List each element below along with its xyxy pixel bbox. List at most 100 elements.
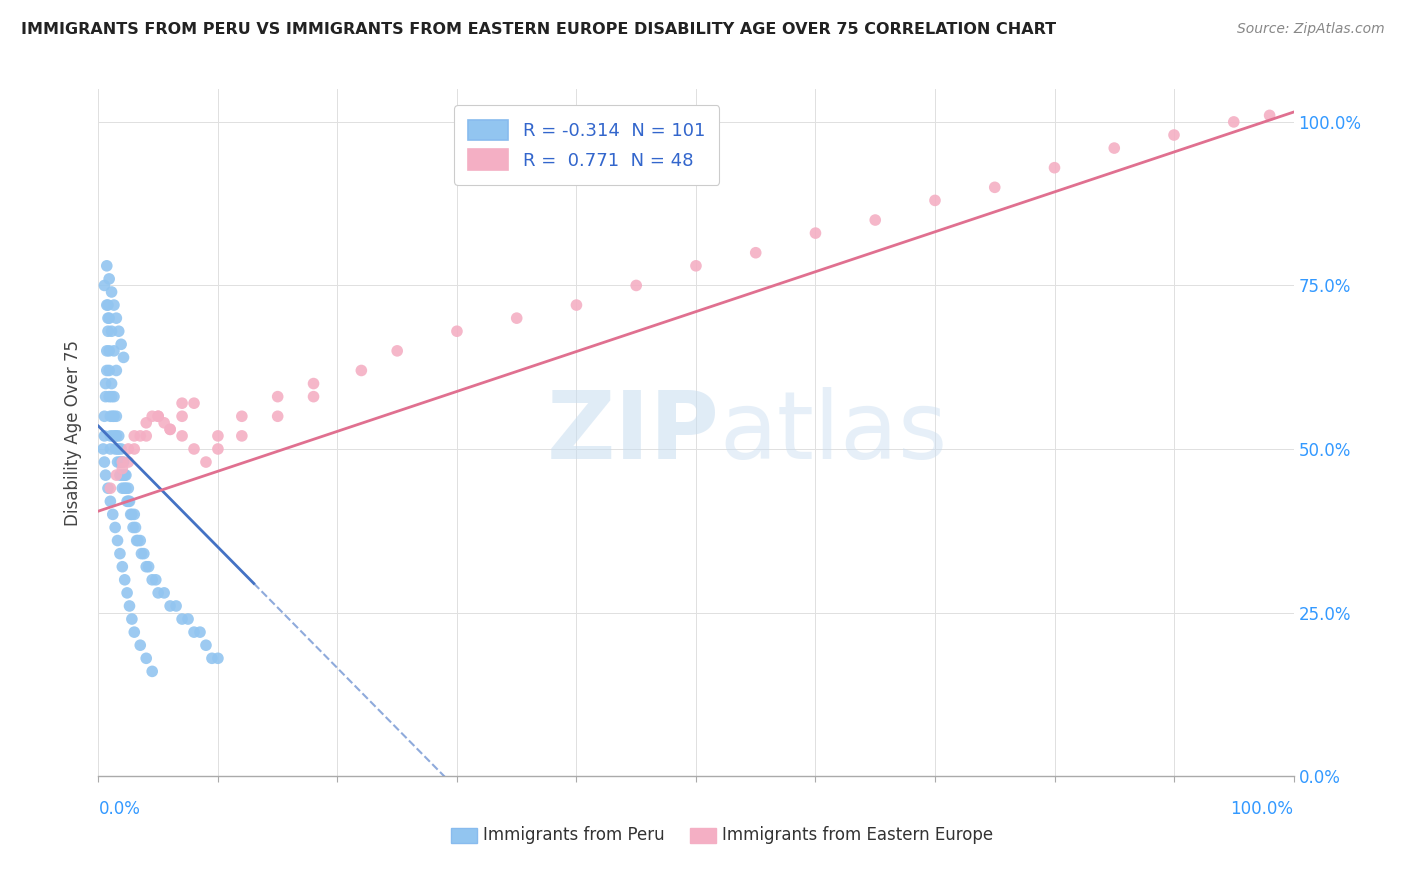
Point — [385, 343, 409, 358]
Point — [107, 442, 129, 456]
Point — [114, 481, 136, 495]
Point — [108, 547, 131, 561]
Point — [97, 481, 120, 495]
Point — [98, 429, 122, 443]
Point — [172, 409, 194, 424]
Y-axis label: Disability Age Over 75: Disability Age Over 75 — [65, 340, 83, 525]
Point — [98, 343, 121, 358]
Point — [107, 442, 129, 456]
Point — [98, 494, 122, 508]
Point — [96, 259, 118, 273]
Point — [112, 351, 135, 365]
Point — [98, 390, 121, 404]
Point — [121, 508, 143, 522]
Point — [626, 278, 648, 293]
Point — [159, 422, 181, 436]
Point — [111, 461, 134, 475]
Point — [129, 429, 152, 443]
Point — [105, 409, 128, 424]
Point — [183, 442, 205, 456]
Point — [97, 298, 120, 312]
Legend: R = -0.314  N = 101, R =  0.771  N = 48: R = -0.314 N = 101, R = 0.771 N = 48 — [454, 105, 720, 185]
Point — [117, 442, 139, 456]
Text: Immigrants from Eastern Europe: Immigrants from Eastern Europe — [723, 826, 994, 844]
Point — [98, 481, 122, 495]
Point — [127, 533, 149, 548]
Point — [111, 468, 134, 483]
Point — [115, 468, 138, 483]
Point — [177, 612, 200, 626]
Point — [129, 533, 152, 548]
Point — [117, 494, 139, 508]
Point — [267, 390, 290, 404]
Point — [446, 324, 468, 338]
Point — [115, 494, 138, 508]
Point — [100, 324, 122, 338]
Point — [110, 455, 132, 469]
Point — [104, 442, 127, 456]
Point — [115, 586, 138, 600]
Point — [125, 533, 148, 548]
Point — [172, 429, 194, 443]
Point — [135, 651, 157, 665]
Point — [96, 343, 118, 358]
Point — [124, 508, 146, 522]
Point — [114, 573, 136, 587]
Point — [105, 429, 128, 443]
Point — [172, 612, 194, 626]
Point — [153, 586, 176, 600]
Point — [97, 311, 120, 326]
Point — [93, 278, 115, 293]
Point — [183, 396, 205, 410]
Point — [94, 376, 117, 391]
Point — [107, 455, 129, 469]
Point — [110, 442, 132, 456]
Point — [132, 547, 155, 561]
Point — [98, 363, 121, 377]
Point — [101, 508, 124, 522]
Point — [108, 468, 131, 483]
Point — [1223, 115, 1246, 129]
Point — [141, 409, 163, 424]
Point — [94, 468, 117, 483]
Point — [122, 520, 145, 534]
Point — [111, 481, 134, 495]
Text: Immigrants from Peru: Immigrants from Peru — [484, 826, 665, 844]
Text: IMMIGRANTS FROM PERU VS IMMIGRANTS FROM EASTERN EUROPE DISABILITY AGE OVER 75 CO: IMMIGRANTS FROM PERU VS IMMIGRANTS FROM … — [21, 22, 1056, 37]
Point — [1258, 108, 1281, 122]
Point — [124, 520, 146, 534]
Point — [135, 429, 157, 443]
Point — [984, 180, 1007, 194]
Point — [100, 390, 122, 404]
Point — [108, 455, 131, 469]
Point — [165, 599, 187, 613]
Text: atlas: atlas — [720, 386, 948, 479]
Point — [131, 547, 153, 561]
Point — [201, 651, 224, 665]
Point — [124, 429, 146, 443]
Point — [267, 409, 290, 424]
Point — [112, 455, 135, 469]
Point — [103, 409, 125, 424]
Point — [111, 559, 134, 574]
Point — [1104, 141, 1126, 155]
Point — [129, 638, 152, 652]
Point — [804, 226, 827, 240]
Point — [207, 651, 229, 665]
Point — [103, 298, 125, 312]
Point — [865, 213, 887, 227]
Text: Source: ZipAtlas.com: Source: ZipAtlas.com — [1237, 22, 1385, 37]
Point — [506, 311, 529, 326]
Point — [105, 363, 128, 377]
Point — [98, 311, 121, 326]
Point — [98, 272, 121, 286]
Point — [135, 416, 157, 430]
Text: 100.0%: 100.0% — [1230, 800, 1294, 818]
Point — [104, 520, 127, 534]
Text: ZIP: ZIP — [547, 386, 720, 479]
Point — [685, 259, 707, 273]
Point — [118, 599, 141, 613]
Point — [105, 311, 128, 326]
Point — [565, 298, 588, 312]
Text: 0.0%: 0.0% — [98, 800, 141, 818]
